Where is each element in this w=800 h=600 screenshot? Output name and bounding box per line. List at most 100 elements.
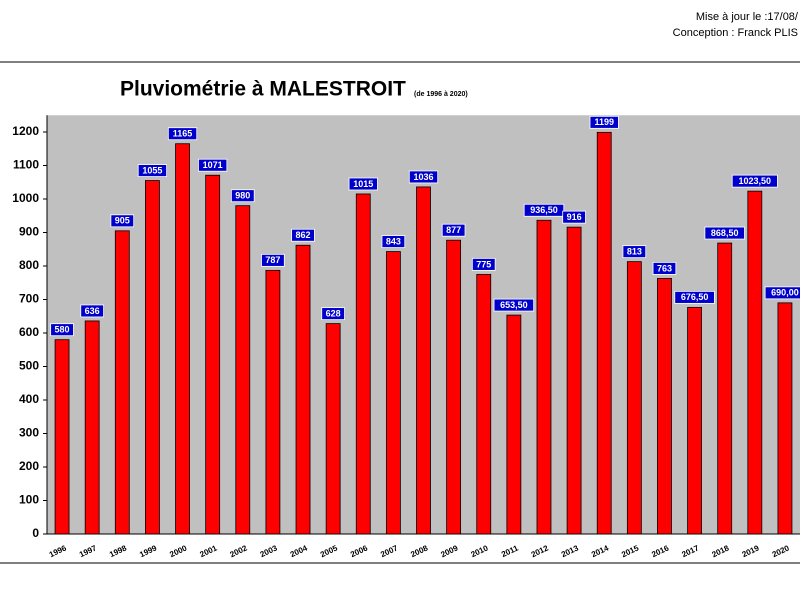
value-label-box (167, 127, 198, 141)
value-label-box (137, 164, 168, 177)
x-tick-label: 2004 (289, 543, 309, 559)
value-label-box (764, 286, 800, 300)
x-tick-label: 2003 (259, 543, 279, 559)
x-tick-label: 2011 (500, 543, 520, 559)
bar (114, 230, 130, 535)
x-tick-label: 2001 (198, 543, 218, 559)
y-tick-label: 200 (19, 459, 39, 473)
y-tick-label: 0 (32, 526, 39, 540)
x-tick-label: 2005 (319, 543, 339, 559)
x-tick-label: 2014 (590, 543, 610, 559)
value-label: 763 (657, 263, 672, 273)
value-label-box (622, 245, 647, 259)
value-label-box (348, 177, 378, 191)
value-label-box (731, 174, 778, 188)
bar (536, 219, 552, 535)
value-label: 676,50 (681, 292, 709, 302)
value-label: 636 (85, 306, 100, 316)
value-label-box (674, 290, 715, 304)
y-tick-label: 500 (19, 359, 39, 373)
bar (476, 273, 492, 535)
y-tick-label: 600 (19, 325, 39, 339)
bar (446, 239, 462, 535)
value-label: 905 (115, 216, 130, 226)
value-label: 916 (567, 212, 582, 222)
y-tick-label: 700 (19, 292, 39, 306)
x-tick-label: 2009 (439, 543, 459, 559)
value-label: 1165 (173, 129, 193, 139)
x-tick-label: 2018 (711, 543, 731, 559)
value-label-box (198, 158, 228, 172)
bar (416, 186, 431, 535)
x-tick-label: 2016 (650, 543, 670, 559)
value-label: 980 (235, 191, 250, 201)
x-tick-label: 2012 (530, 543, 550, 559)
value-label-box (261, 253, 285, 267)
x-tick-label: 2019 (741, 543, 761, 559)
x-tick-label: 2015 (620, 543, 640, 559)
bar (355, 193, 371, 535)
value-label-box (562, 210, 586, 224)
bar (777, 302, 793, 535)
bar (687, 306, 702, 535)
value-label: 862 (296, 230, 311, 240)
y-tick-label: 800 (19, 258, 39, 272)
value-label-box (408, 170, 439, 184)
bar (54, 339, 70, 535)
value-label-box (471, 257, 496, 271)
chart-subtitle: (de 1996 à 2020) (414, 91, 468, 98)
y-tick-label: 300 (19, 426, 39, 440)
value-label: 628 (326, 308, 341, 318)
x-tick-label: 2008 (409, 543, 429, 559)
x-tick-label: 1999 (138, 543, 158, 559)
value-label: 787 (265, 255, 280, 265)
bar (747, 190, 763, 535)
value-label-box (50, 323, 74, 337)
x-tick-label: 2000 (168, 543, 188, 559)
value-label: 936,50 (530, 205, 558, 215)
bar (717, 242, 733, 535)
value-label: 1071 (203, 160, 223, 170)
bar (235, 205, 251, 535)
value-label: 1015 (353, 179, 373, 189)
x-tick-label: 2007 (379, 543, 399, 559)
bar (205, 174, 221, 535)
value-label-box (80, 304, 104, 318)
value-label: 843 (386, 236, 401, 246)
y-tick-label: 100 (19, 493, 39, 507)
value-label-box (230, 189, 255, 203)
value-label-box (291, 228, 315, 242)
value-label: 877 (446, 225, 461, 235)
bar (84, 320, 100, 535)
x-tick-label: 2020 (771, 543, 791, 559)
value-label: 580 (55, 325, 70, 335)
value-label-box (381, 235, 406, 248)
value-label-box (441, 223, 466, 237)
value-label-box (704, 226, 745, 240)
bar (596, 131, 612, 535)
value-label-box (589, 115, 619, 129)
y-tick-label: 1200 (12, 124, 39, 138)
y-tick-label: 1000 (12, 191, 39, 205)
x-tick-label: 2002 (229, 543, 249, 559)
value-label-box (321, 307, 345, 321)
x-tick-label: 1997 (78, 543, 98, 559)
bar (175, 143, 190, 535)
x-tick-label: 2017 (680, 543, 700, 559)
bar (385, 251, 401, 535)
value-label: 868,50 (711, 228, 739, 238)
value-label: 1036 (413, 172, 433, 182)
value-label: 813 (627, 247, 642, 257)
bar (657, 277, 672, 535)
bar (295, 244, 311, 535)
chart-title: Pluviométrie à MALESTROIT (120, 78, 406, 101)
bar (626, 261, 642, 535)
value-label-box (493, 298, 535, 312)
value-label-box (523, 203, 565, 217)
update-note: Mise à jour le :17/08/ (696, 11, 799, 23)
value-label: 1023,50 (739, 176, 772, 186)
value-label: 690,00 (771, 288, 799, 298)
bar (506, 314, 522, 535)
x-tick-label: 2013 (560, 543, 580, 559)
